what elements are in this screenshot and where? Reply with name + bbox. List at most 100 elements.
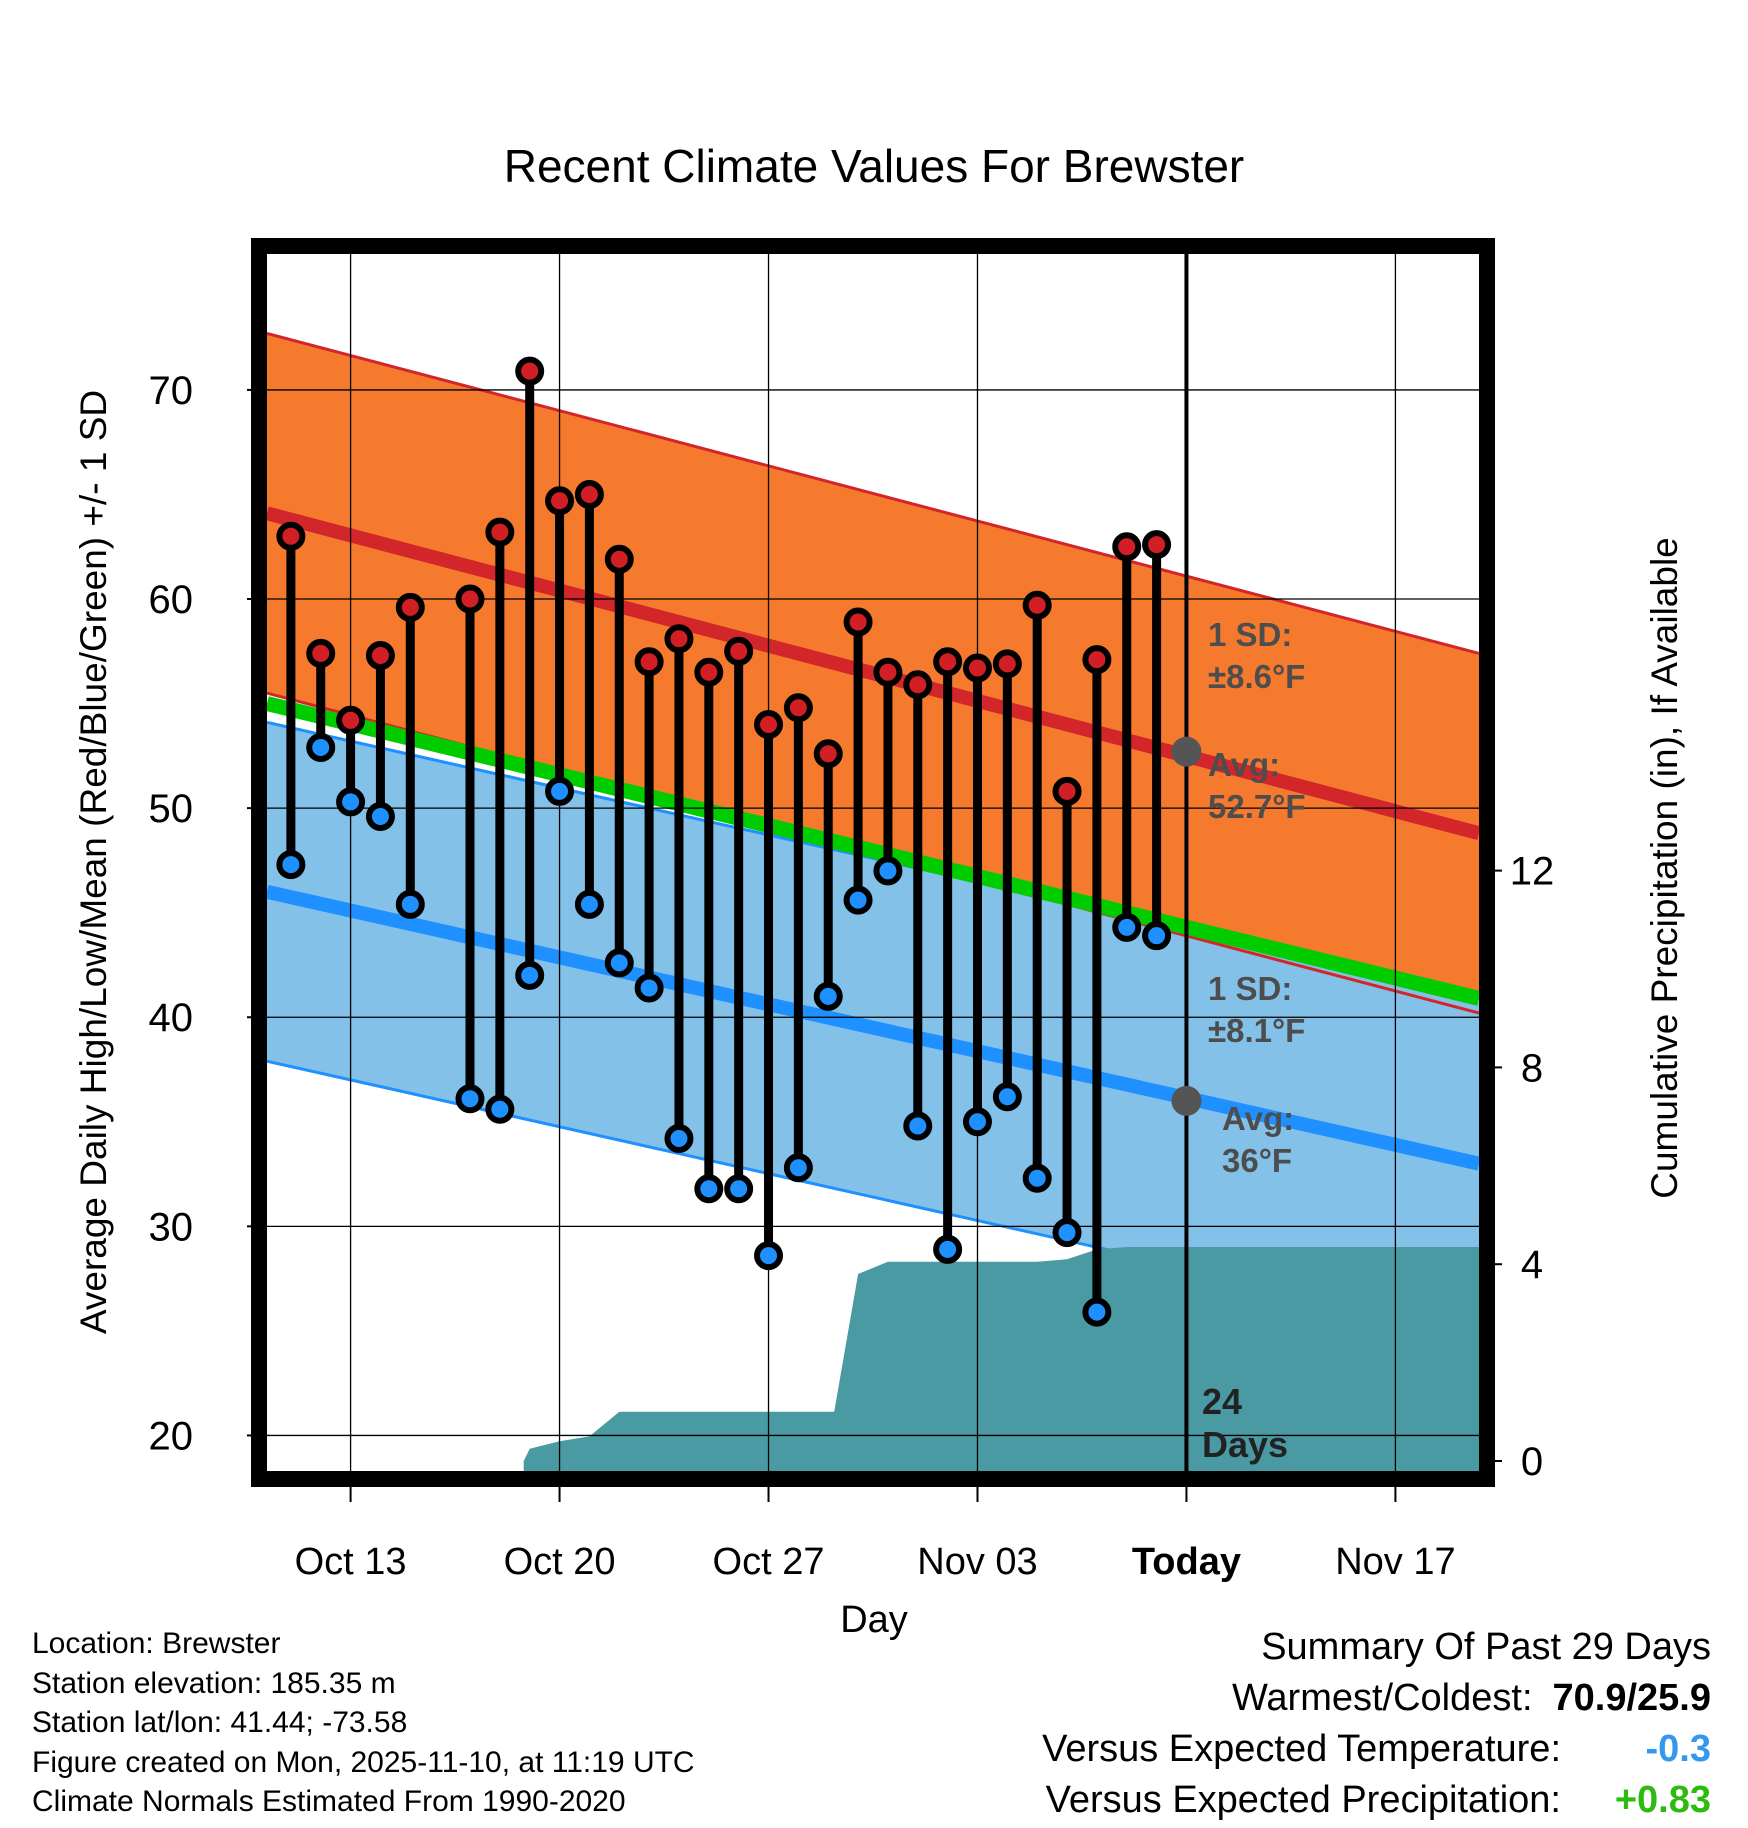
daily-low-point (933, 1234, 963, 1264)
daily-low-point (1082, 1297, 1112, 1327)
daily-high-point (664, 624, 694, 654)
daily-low-point (724, 1174, 754, 1204)
daily-low-point (336, 787, 366, 817)
chart-title: Recent Climate Values For Brewster (504, 140, 1245, 192)
daily-high-point (306, 638, 336, 668)
y-tick-label: 20 (149, 1414, 194, 1458)
warm-cold-label: Warmest/Coldest: (1231, 1677, 1533, 1719)
y-tick-label: 50 (149, 787, 194, 831)
low-avg-value: 36°F (1222, 1142, 1292, 1179)
y-tick-label: 70 (149, 369, 194, 413)
y-tick-label: 60 (149, 578, 194, 622)
low-avg-label: Avg: (1222, 1100, 1294, 1137)
high-sd-label: 1 SD: (1208, 616, 1292, 653)
y-tick-label: 40 (149, 996, 194, 1040)
daily-high-point (634, 647, 664, 677)
elevation-text: Station elevation: 185.35 m (32, 1666, 396, 1700)
precip-label: Versus Expected Precipitation: (1045, 1779, 1561, 1821)
latlon-text: Station lat/lon: 41.44; -73.58 (32, 1706, 408, 1739)
daily-low-point (395, 889, 425, 919)
daily-low-point (604, 948, 634, 978)
daily-low-point (843, 885, 873, 915)
daily-low-point (634, 973, 664, 1003)
daily-low-point (903, 1111, 933, 1141)
daily-low-point (813, 981, 843, 1011)
warm-cold-value: 70.9/25.9 (1552, 1677, 1711, 1719)
daily-high-point (933, 647, 963, 677)
low-sd-value: ±8.1°F (1208, 1012, 1305, 1049)
high-sd-value: ±8.6°F (1208, 658, 1305, 695)
normal-high-today-marker (1171, 736, 1202, 767)
daily-high-point (962, 653, 992, 683)
daily-low-point (1052, 1218, 1082, 1248)
x-tick-label: Nov 03 (917, 1541, 1037, 1583)
x-tick-label: Nov 17 (1335, 1541, 1455, 1583)
daily-low-point (783, 1153, 813, 1183)
x-tick-label: Oct 20 (504, 1541, 616, 1583)
y2-tick-label: 8 (1521, 1046, 1543, 1090)
daily-high-point (604, 544, 634, 574)
created-text: Figure created on Mon, 2025-11-10, at 11… (32, 1745, 695, 1779)
daily-low-point (306, 732, 336, 762)
summary-title: Summary Of Past 29 Days (1261, 1626, 1711, 1668)
daily-high-point (365, 640, 395, 670)
x-tick-label: Oct 13 (295, 1541, 407, 1583)
y-tick-label: 30 (149, 1205, 194, 1249)
daily-high-point (783, 693, 813, 723)
daily-high-point (813, 739, 843, 769)
daily-high-point (1022, 590, 1052, 620)
summary-temp-row: Versus Expected Temperature: -0.3 (1042, 1724, 1711, 1775)
summary-panel: Summary Of Past 29 Days Warmest/Coldest:… (1042, 1622, 1711, 1826)
daily-high-point (754, 709, 784, 739)
high-upper-sd-line (267, 332, 1479, 655)
daily-low-point (1022, 1163, 1052, 1193)
daily-high-point (276, 521, 306, 551)
daily-high-point (1082, 645, 1112, 675)
daily-high-point (1142, 530, 1172, 560)
summary-precip-row: Versus Expected Precipitation: +0.83 (1042, 1775, 1711, 1826)
daily-high-point (694, 657, 724, 687)
daily-low-point (873, 856, 903, 886)
daily-high-point (1112, 532, 1142, 562)
y2-axis-label: Cumulative Precipitation (in), If Availa… (1644, 537, 1685, 1199)
daily-low-point (276, 850, 306, 880)
daily-low-point (365, 801, 395, 831)
daily-low-point (664, 1124, 694, 1154)
daily-high-point (873, 657, 903, 687)
normal-high-line (267, 506, 1479, 840)
y2-tick-label: 0 (1521, 1440, 1543, 1484)
station-info: Location: Brewster Station elevation: 18… (32, 1624, 695, 1822)
plot-frame (251, 238, 1495, 1487)
daily-low-point (992, 1082, 1022, 1112)
x-tick-label: Oct 27 (713, 1541, 825, 1583)
summary-warm-cold-row: Warmest/Coldest: 70.9/25.9 (1042, 1673, 1711, 1724)
daily-low-point (485, 1094, 515, 1124)
y-axis-label: Average Daily High/Low/Mean (Red/Blue/Gr… (73, 390, 114, 1334)
daily-low-point (754, 1241, 784, 1271)
daily-low-point (455, 1084, 485, 1114)
daily-high-point (545, 486, 575, 516)
high-avg-label: Avg: (1208, 746, 1280, 783)
daily-high-point (724, 636, 754, 666)
daily-high-point (455, 584, 485, 614)
temp-label: Versus Expected Temperature: (1042, 1728, 1561, 1770)
y2-tick-label: 12 (1510, 850, 1555, 894)
daily-high-point (992, 649, 1022, 679)
y2-tick-label: 4 (1521, 1243, 1543, 1287)
daily-high-point (395, 592, 425, 622)
normals-text: Climate Normals Estimated From 1990-2020 (32, 1785, 626, 1818)
today-days-word: Days (1202, 1424, 1288, 1465)
x-tick-label: Today (1132, 1541, 1241, 1583)
daily-high-point (843, 607, 873, 637)
cumulative-precipitation-area (523, 1247, 1479, 1471)
normal-low-today-marker (1171, 1085, 1202, 1116)
x-axis-label: Day (840, 1599, 908, 1641)
precip-value: +0.83 (1614, 1779, 1711, 1821)
daily-low-point (545, 776, 575, 806)
daily-temperature-bars (276, 356, 1172, 1327)
daily-low-point (1112, 912, 1142, 942)
daily-high-point (903, 670, 933, 700)
low-sd-label: 1 SD: (1208, 970, 1292, 1007)
